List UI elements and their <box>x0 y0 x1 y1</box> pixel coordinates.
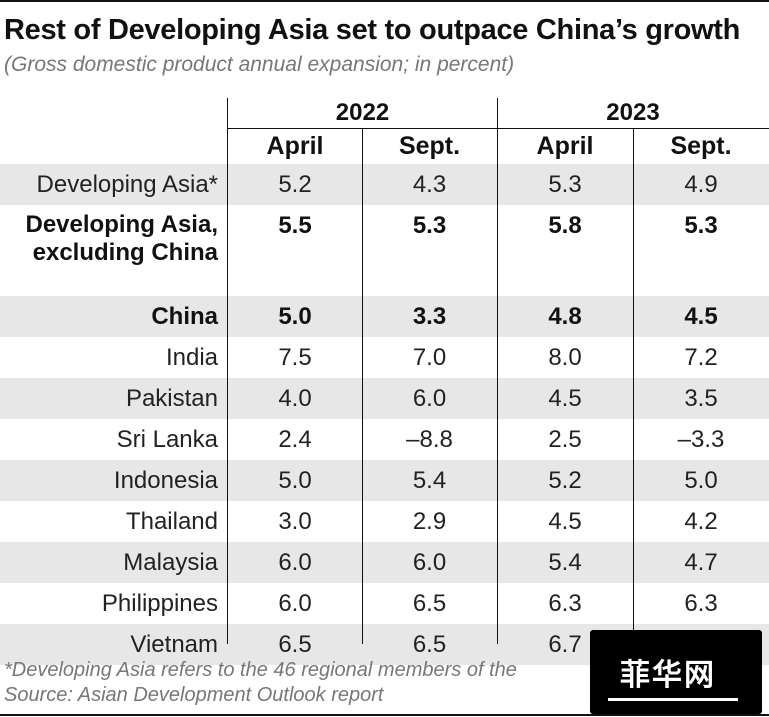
cell-value: 6.5 <box>412 631 447 658</box>
column-divider-label <box>227 98 228 644</box>
cell-value: 2.4 <box>278 426 312 453</box>
row-label: Indonesia <box>113 467 218 494</box>
table-row: Sri Lanka 2.4 –8.8 2.5 –3.3 <box>0 419 769 460</box>
row-label: Malaysia <box>123 549 218 576</box>
subheader-2023-sept: Sept. <box>670 132 732 160</box>
column-divider-2023 <box>633 128 634 644</box>
bottom-rule <box>0 714 769 716</box>
cell-value: 5.2 <box>548 467 582 494</box>
watermark-logo: 菲华网 <box>590 630 762 714</box>
cell-value: 5.2 <box>278 171 312 198</box>
table-row: Thailand 3.0 2.9 4.5 4.2 <box>0 501 769 542</box>
table-row: Developing Asia, excluding China 5.5 5.3 5.… <box>0 205 769 296</box>
chart-title: Rest of Developing Asia set to outpace C… <box>4 14 741 46</box>
year-header-2023: 2023 <box>606 99 660 126</box>
cell-value: 6.7 <box>548 631 582 658</box>
cell-value: 4.5 <box>684 303 718 330</box>
cell-value: 6.0 <box>412 385 447 412</box>
table-row: Malaysia 6.0 6.0 5.4 4.7 <box>0 542 769 583</box>
table-row: China 5.0 3.3 4.8 4.5 <box>0 296 769 337</box>
row-label: Philippines <box>101 590 218 617</box>
cell-value: –8.8 <box>406 426 453 453</box>
cell-value: 7.0 <box>412 344 447 371</box>
cell-value: 3.0 <box>278 508 312 535</box>
cell-value: 4.5 <box>548 508 582 535</box>
year-header-2022: 2022 <box>335 99 390 126</box>
cell-value: 4.9 <box>684 171 718 198</box>
watermark-underline <box>608 698 738 701</box>
cell-value: 4.7 <box>684 549 718 576</box>
cell-value: 5.0 <box>278 467 312 494</box>
table-row: Developing Asia* 5.2 4.3 5.3 4.9 <box>0 164 769 205</box>
source-note: Source: Asian Development Outlook report <box>4 684 384 706</box>
cell-value: 2.9 <box>412 508 447 535</box>
cell-value: 5.3 <box>548 171 582 198</box>
cell-value: 6.3 <box>684 590 718 617</box>
footnote: *Developing Asia refers to the 46 region… <box>4 659 517 681</box>
column-divider-2022 <box>362 128 363 644</box>
subheader-2023-april: April <box>536 132 594 160</box>
year-divider <box>228 128 769 129</box>
cell-value: 6.0 <box>278 549 312 576</box>
watermark-text: 菲华网 <box>620 658 716 693</box>
cell-value: 5.4 <box>548 549 582 576</box>
cell-value: 4.3 <box>412 171 447 198</box>
cell-value: 6.5 <box>412 590 447 617</box>
row-label: China <box>151 303 218 330</box>
top-rule <box>0 0 769 2</box>
cell-value: –3.3 <box>677 426 725 453</box>
row-label: Vietnam <box>130 631 218 658</box>
cell-value: 6.0 <box>278 590 312 617</box>
cell-value: 4.8 <box>548 303 582 330</box>
growth-table: 2022 2023 April Sept. April Sept. Develo… <box>0 98 769 665</box>
table-row: Philippines 6.0 6.5 6.3 6.3 <box>0 583 769 624</box>
cell-value: 8.0 <box>548 344 582 371</box>
cell-value: 3.3 <box>412 303 447 330</box>
cell-value: 5.0 <box>684 467 718 494</box>
cell-value: 6.0 <box>412 549 447 576</box>
cell-value: 4.0 <box>278 385 312 412</box>
subheader-2022-april: April <box>266 132 324 160</box>
row-label: India <box>165 344 218 371</box>
subheader-2022-sept: Sept. <box>398 132 461 160</box>
cell-value: 4.5 <box>548 385 582 412</box>
row-label: Pakistan <box>125 385 218 412</box>
cell-value: 5.5 <box>278 212 312 239</box>
cell-value: 4.2 <box>684 508 718 535</box>
cell-value: 3.5 <box>684 385 718 412</box>
cell-value: 5.3 <box>684 212 718 239</box>
row-label: Developing Asia* <box>36 171 218 198</box>
cell-value: 5.0 <box>278 303 312 330</box>
cell-value: 2.5 <box>548 426 582 453</box>
cell-value: 5.4 <box>412 467 447 494</box>
cell-value: 5.3 <box>412 212 447 239</box>
cell-value: 6.5 <box>278 631 312 658</box>
chart-subtitle: (Gross domestic product annual expansion… <box>4 53 515 76</box>
cell-value: 6.3 <box>548 590 582 617</box>
row-label: Developing Asia, excluding China <box>25 211 219 266</box>
cell-value: 5.8 <box>548 212 582 239</box>
row-label: Thailand <box>125 508 218 535</box>
cell-value: 7.2 <box>684 344 718 371</box>
table-row: Pakistan 4.0 6.0 4.5 3.5 <box>0 378 769 419</box>
cell-value: 7.5 <box>278 344 312 371</box>
table-row: Indonesia 5.0 5.4 5.2 5.0 <box>0 460 769 501</box>
column-divider-year <box>497 98 498 644</box>
row-label: Sri Lanka <box>116 426 218 453</box>
table-row: India 7.5 7.0 8.0 7.2 <box>0 337 769 378</box>
